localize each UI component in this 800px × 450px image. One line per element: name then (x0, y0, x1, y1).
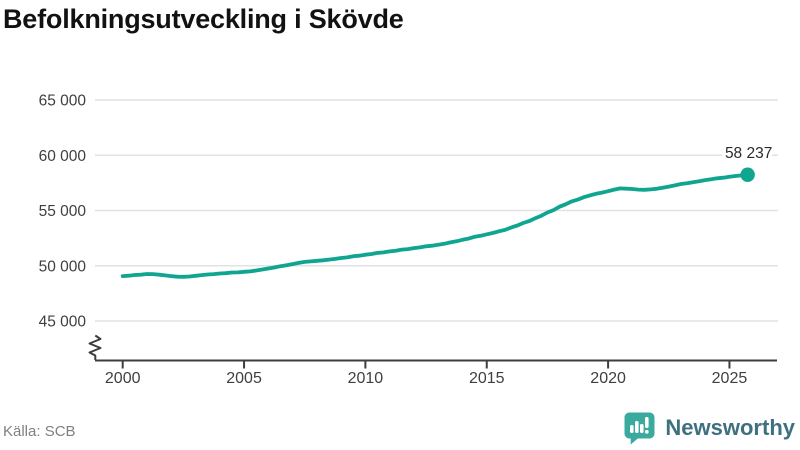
x-tick-label: 2025 (712, 370, 748, 387)
latest-point-marker (740, 167, 755, 182)
x-tick-label: 2005 (226, 370, 262, 387)
newsworthy-wordmark: Newsworthy (665, 414, 795, 440)
speech-bubble-shape (624, 412, 655, 445)
y-tick-label: 55 000 (39, 203, 87, 220)
population-line (120, 172, 750, 279)
y-tick-label: 45 000 (39, 314, 87, 331)
newsworthy-icon (624, 412, 655, 445)
y-tick-label: 60 000 (39, 148, 87, 165)
bar-chart-glyph (630, 417, 650, 434)
y-tick-label: 65 000 (39, 93, 87, 110)
source-attribution: Källa: SCB (3, 423, 76, 440)
exclamation-bar (645, 417, 650, 428)
exclamation-dot (645, 430, 650, 434)
latest-value-label: 58 237 (725, 145, 772, 162)
x-tick-label: 2015 (469, 370, 505, 387)
x-tick-label: 2000 (105, 370, 141, 387)
x-tick-label: 2010 (348, 370, 384, 387)
x-tick-label: 2020 (590, 370, 626, 387)
chart-title: Befolkningsutveckling i Skövde (3, 4, 404, 34)
axis-break-icon (88, 334, 102, 360)
newsworthy-logo: Newsworthy (622, 410, 795, 445)
y-tick-label: 50 000 (39, 258, 87, 275)
